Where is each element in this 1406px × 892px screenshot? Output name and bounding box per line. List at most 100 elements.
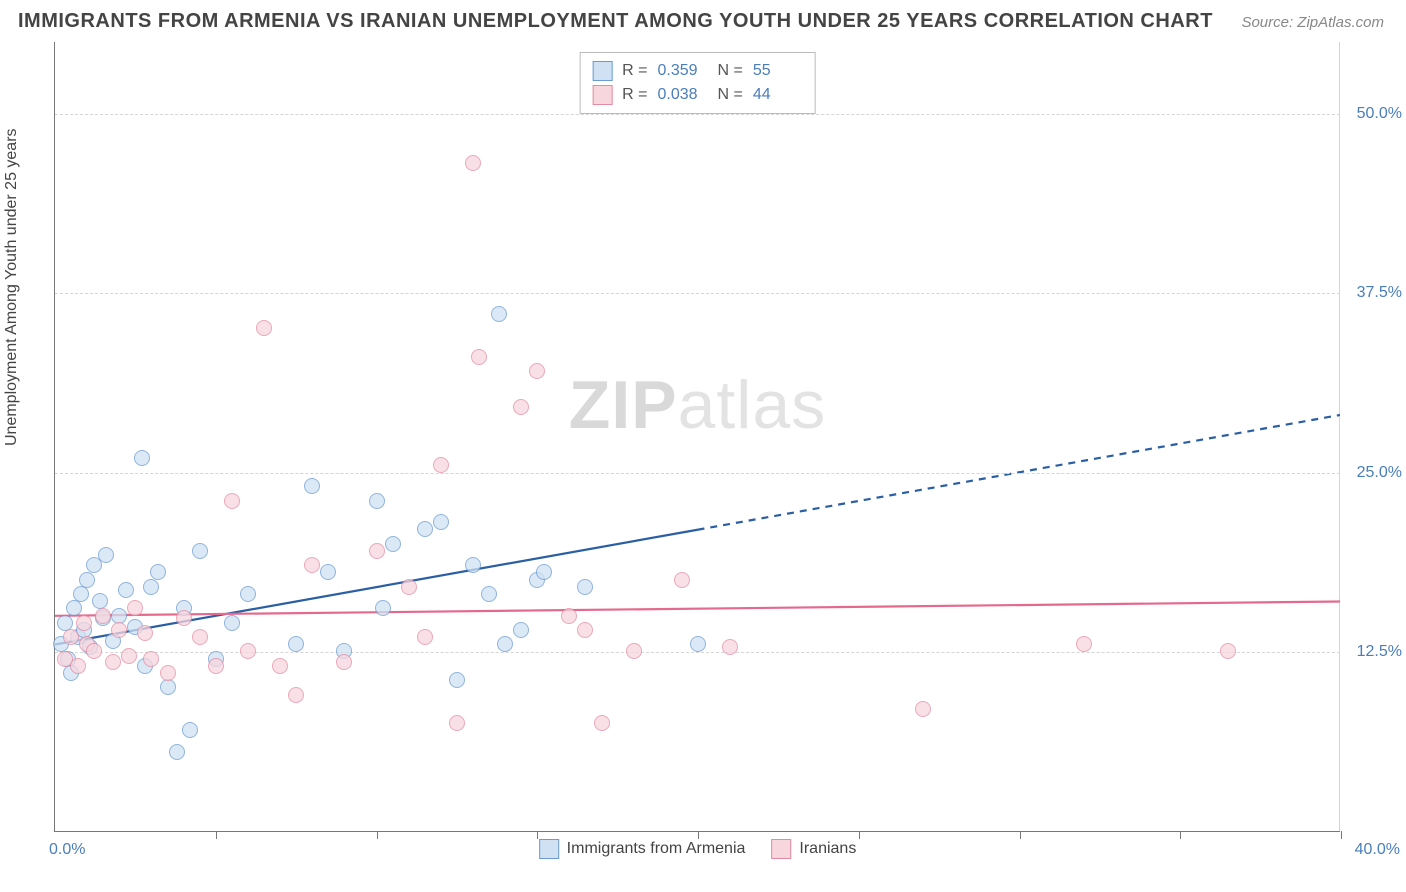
data-point [182, 722, 198, 738]
x-tick-mark [698, 831, 699, 839]
data-point [471, 349, 487, 365]
n-label: N = [718, 62, 743, 80]
data-point [722, 639, 738, 655]
chart-container: IMMIGRANTS FROM ARMENIA VS IRANIAN UNEMP… [0, 0, 1406, 892]
gridline [55, 293, 1340, 294]
data-point [915, 701, 931, 717]
x-tick-mark [859, 831, 860, 839]
x-tick-mark [1341, 831, 1342, 839]
data-point [111, 622, 127, 638]
data-point [626, 643, 642, 659]
data-point [192, 629, 208, 645]
y-tick-label: 50.0% [1357, 105, 1402, 123]
data-point [449, 672, 465, 688]
data-point [536, 564, 552, 580]
data-point [433, 457, 449, 473]
data-point [577, 622, 593, 638]
gridline [55, 473, 1340, 474]
source-label: Source: ZipAtlas.com [1241, 14, 1384, 31]
data-point [336, 654, 352, 670]
x-tick-mark [1020, 831, 1021, 839]
legend-swatch [771, 839, 791, 859]
x-tick-mark [1180, 831, 1181, 839]
data-point [169, 744, 185, 760]
y-tick-label: 25.0% [1357, 464, 1402, 482]
watermark-thin: atlas [678, 367, 827, 443]
chart-title: IMMIGRANTS FROM ARMENIA VS IRANIAN UNEMP… [18, 10, 1213, 33]
data-point [79, 572, 95, 588]
data-point [304, 478, 320, 494]
legend-label: Immigrants from Armenia [567, 840, 746, 858]
data-point [176, 610, 192, 626]
data-point [240, 586, 256, 602]
data-point [66, 600, 82, 616]
data-point [369, 493, 385, 509]
y-tick-label: 12.5% [1357, 643, 1402, 661]
data-point [70, 658, 86, 674]
data-point [272, 658, 288, 674]
watermark: ZIPatlas [569, 366, 826, 444]
legend-item: Iranians [771, 839, 856, 859]
data-point [86, 643, 102, 659]
x-tick-mark [216, 831, 217, 839]
data-point [417, 629, 433, 645]
data-point [401, 579, 417, 595]
data-point [105, 654, 121, 670]
stats-row: R =0.359N =55 [592, 59, 803, 83]
legend-item: Immigrants from Armenia [539, 839, 746, 859]
data-point [98, 547, 114, 563]
y-axis-label: Unemployment Among Youth under 25 years [3, 128, 21, 446]
data-point [137, 625, 153, 641]
data-point [417, 521, 433, 537]
n-label: N = [718, 86, 743, 104]
data-point [76, 615, 92, 631]
right-border [1339, 42, 1340, 831]
data-point [143, 579, 159, 595]
data-point [240, 643, 256, 659]
trend-line [55, 601, 1340, 615]
watermark-bold: ZIP [569, 367, 678, 443]
bottom-legend: Immigrants from Armenia Iranians [539, 839, 857, 859]
data-point [465, 155, 481, 171]
stats-legend-box: R =0.359N =55R =0.038N =44 [579, 52, 816, 114]
data-point [491, 306, 507, 322]
data-point [160, 679, 176, 695]
data-point [385, 536, 401, 552]
data-point [134, 450, 150, 466]
data-point [304, 557, 320, 573]
data-point [118, 582, 134, 598]
legend-swatch [539, 839, 559, 859]
series-swatch [592, 85, 612, 105]
gridline [55, 114, 1340, 115]
n-value: 44 [753, 86, 803, 104]
y-tick-label: 37.5% [1357, 284, 1402, 302]
data-point [1076, 636, 1092, 652]
data-point [92, 593, 108, 609]
data-point [127, 600, 143, 616]
series-swatch [592, 61, 612, 81]
data-point [192, 543, 208, 559]
data-point [465, 557, 481, 573]
r-label: R = [622, 86, 647, 104]
data-point [513, 399, 529, 415]
trend-lines [55, 42, 1340, 831]
data-point [481, 586, 497, 602]
data-point [577, 579, 593, 595]
r-value: 0.038 [658, 86, 708, 104]
data-point [73, 586, 89, 602]
n-value: 55 [753, 62, 803, 80]
data-point [121, 648, 137, 664]
data-point [63, 629, 79, 645]
x-tick-mark [537, 831, 538, 839]
data-point [143, 651, 159, 667]
data-point [690, 636, 706, 652]
data-point [375, 600, 391, 616]
r-value: 0.359 [658, 62, 708, 80]
data-point [1220, 643, 1236, 659]
data-point [513, 622, 529, 638]
x-origin-label: 0.0% [49, 841, 85, 859]
x-max-label: 40.0% [1355, 841, 1400, 859]
data-point [529, 363, 545, 379]
data-point [433, 514, 449, 530]
data-point [320, 564, 336, 580]
